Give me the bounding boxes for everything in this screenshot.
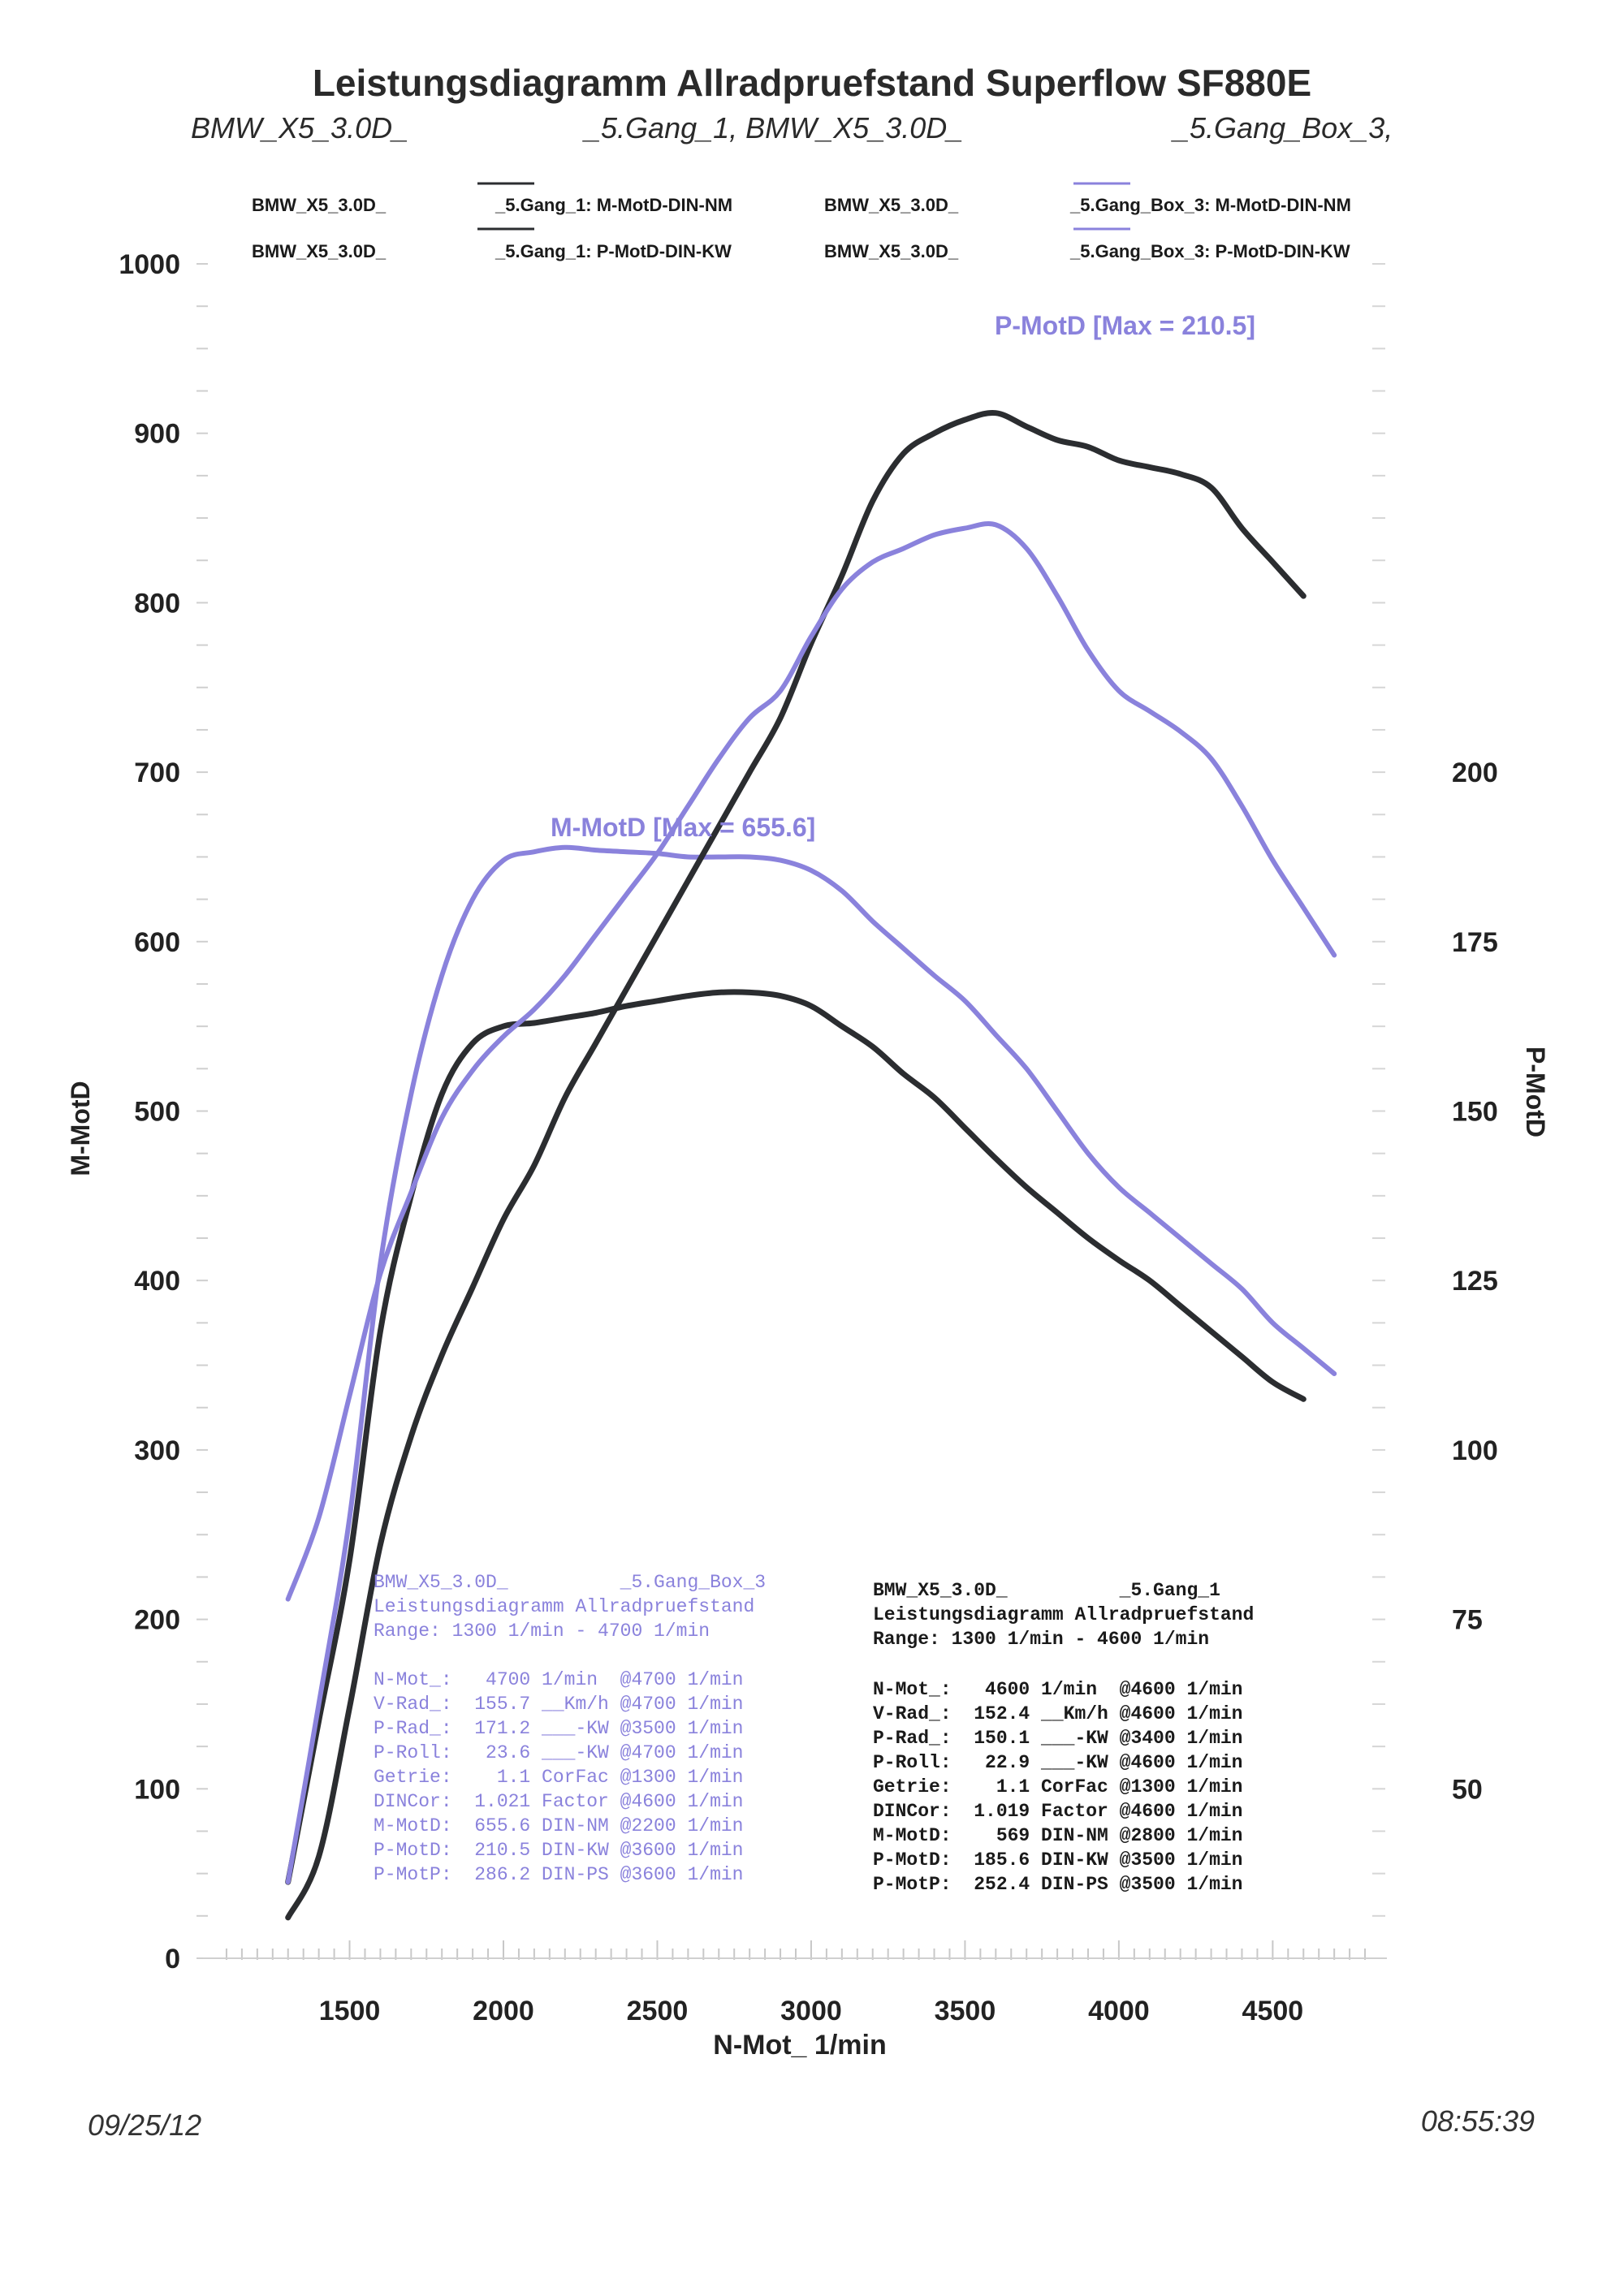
left-tick-label: 100 [134,1774,180,1805]
info-box-row: DINCor: 1.019 Factor @4600 1/min [873,1801,1242,1822]
series-line-torque-1 [285,844,1337,1885]
left-tick-label: 700 [134,757,180,788]
right-tick-label: 125 [1452,1266,1498,1297]
info-box-header-line: BMW_X5_3.0D_ _5.Gang_1 [873,1580,1220,1601]
right-tick-label: 50 [1452,1774,1483,1805]
series-line-power-2 [285,409,1307,1921]
legend-label: _5.Gang_Box_3: M-MotD-DIN-NM [1069,195,1351,215]
x-tick-label: 2500 [627,1996,689,2026]
right-tick-label: 200 [1452,757,1498,788]
legend: BMW_X5_3.0D_ _5.Gang_1: M-MotD-DIN-NM BM… [252,182,1351,261]
left-tick-label: 0 [165,1944,180,1974]
right-axis-label: P-MotD [1521,1047,1550,1137]
info-box-row: P-MotP: 252.4 DIN-PS @3500 1/min [873,1874,1242,1895]
x-tick-label: 3000 [780,1996,842,2026]
info-box-row: Getrie: 1.1 CorFac @1300 1/min [374,1767,743,1788]
info-box-header-line: Range: 1300 1/min - 4600 1/min [873,1629,1209,1650]
info-box-row: P-Roll: 23.6 ___-KW @4700 1/min [374,1742,743,1763]
info-box-header-line: BMW_X5_3.0D_ _5.Gang_Box_3 [374,1572,766,1593]
legend-item-m-box3: BMW_X5_3.0D_ _5.Gang_Box_3: M-MotD-DIN-N… [824,182,1351,215]
info-box-row: P-Rad_: 150.1 ___-KW @3400 1/min [873,1728,1242,1749]
info-box-row: P-MotD: 185.6 DIN-KW @3500 1/min [873,1849,1242,1871]
p-max-annotation: P-MotD [Max = 210.5] [995,311,1255,340]
right-tick-label: 100 [1452,1435,1498,1466]
chart-subtitle-part1: BMW_X5_3.0D_ [191,111,408,145]
info-box-header-line: Range: 1300 1/min - 4700 1/min [374,1621,710,1642]
legend-item-p-box3: BMW_X5_3.0D_ _5.Gang_Box_3: P-MotD-DIN-K… [824,227,1350,261]
info-box-row: N-Mot_: 4700 1/min @4700 1/min [374,1669,743,1690]
info-box-row: M-MotD: 569 DIN-NM @2800 1/min [873,1825,1242,1846]
legend-label: _5.Gang_1: M-MotD-DIN-NM [495,195,732,215]
left-tick-label: 900 [134,419,180,450]
left-tick-label: 600 [134,927,180,958]
series-line-power-3 [285,520,1337,1602]
x-tick-label: 4500 [1242,1996,1304,2026]
info-box-row: V-Rad_: 155.7 __Km/h @4700 1/min [374,1694,743,1715]
x-tick-label: 2000 [473,1996,534,2026]
info-box-row: P-Rad_: 171.2 ___-KW @3500 1/min [374,1718,743,1739]
legend-vehicle: BMW_X5_3.0D_ [252,195,387,215]
footer-date: 09/25/12 [88,2108,201,2142]
left-tick-label: 200 [134,1605,180,1636]
x-axis-label: N-Mot_ 1/min [713,2030,886,2061]
legend-vehicle: BMW_X5_3.0D_ [824,241,959,261]
info-box-row: M-MotD: 655.6 DIN-NM @2200 1/min [374,1815,743,1836]
right-axis-tick-labels: 50 75 100 125 150 175 200 [1452,757,1498,1805]
m-max-annotation: M-MotD [Max = 655.6] [551,813,815,842]
left-tick-label: 800 [134,588,180,619]
footer-time: 08:55:39 [1421,2104,1535,2138]
legend-vehicle: BMW_X5_3.0D_ [824,195,959,215]
info-box-row: P-MotP: 286.2 DIN-PS @3600 1/min [374,1864,743,1885]
x-tick-label: 1500 [319,1996,381,2026]
right-tick-label: 75 [1452,1605,1483,1636]
info-box-row: N-Mot_: 4600 1/min @4600 1/min [873,1679,1242,1700]
info-box-box3: BMW_X5_3.0D_ _5.Gang_Box_3 Leistungsdiag… [374,1572,766,1885]
x-axis-tick-labels: 1500 2000 2500 3000 3500 4000 4500 [319,1996,1303,2026]
info-box-row: P-MotD: 210.5 DIN-KW @3600 1/min [374,1840,743,1861]
chart-subtitle-part2: _5.Gang_1, BMW_X5_3.0D_ [582,111,963,145]
info-box-header-line: Leistungsdiagramm Allradpruefstand [873,1604,1254,1625]
x-tick-label: 4000 [1088,1996,1150,2026]
left-tick-label: 300 [134,1435,180,1466]
legend-label: _5.Gang_1: P-MotD-DIN-KW [495,241,732,261]
info-box-row: V-Rad_: 152.4 __Km/h @4600 1/min [873,1703,1242,1724]
left-tick-label: 500 [134,1097,180,1128]
right-tick-label: 175 [1452,927,1498,958]
left-tick-label: 400 [134,1266,180,1297]
data-series [285,409,1337,1921]
left-tick-label: 1000 [119,249,180,280]
legend-item-p-gang1: BMW_X5_3.0D_ _5.Gang_1: P-MotD-DIN-KW [252,227,732,261]
info-box-row: P-Roll: 22.9 ___-KW @4600 1/min [873,1752,1242,1773]
legend-vehicle: BMW_X5_3.0D_ [252,241,387,261]
info-box-header-line: Leistungsdiagramm Allradpruefstand [374,1596,754,1617]
x-tick-label: 3500 [935,1996,996,2026]
axis-tick-marks [197,263,1387,1960]
left-axis-tick-labels: 0 100 200 300 400 500 600 700 800 900 1000 [119,249,180,1974]
series-line-torque-0 [285,989,1307,1885]
info-box-row: DINCor: 1.021 Factor @4600 1/min [374,1791,743,1812]
right-tick-label: 150 [1452,1097,1498,1128]
legend-label: _5.Gang_Box_3: P-MotD-DIN-KW [1069,241,1350,261]
chart-title: Leistungsdiagramm Allradpruefstand Super… [313,62,1311,104]
info-box-row: Getrie: 1.1 CorFac @1300 1/min [873,1776,1242,1798]
info-box-gang1: BMW_X5_3.0D_ _5.Gang_1 Leistungsdiagramm… [873,1580,1254,1895]
legend-item-m-gang1: BMW_X5_3.0D_ _5.Gang_1: M-MotD-DIN-NM [252,182,732,215]
left-axis-label: M-MotD [66,1081,95,1176]
chart-subtitle-part3: _5.Gang_Box_3, [1171,111,1393,145]
